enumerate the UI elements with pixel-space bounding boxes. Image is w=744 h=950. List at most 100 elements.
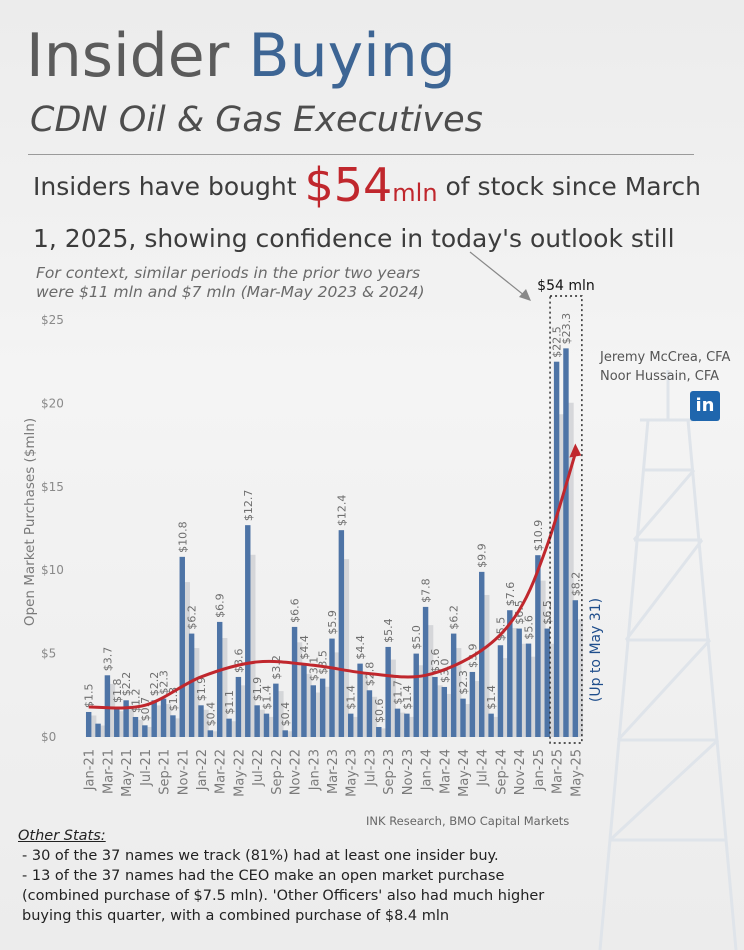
x-tick-label: Mar-25 [551,749,566,794]
data-label: $10.8 [176,521,189,553]
author-2: Noor Hussain, CFA [600,369,720,384]
bar [329,638,335,737]
x-tick-label: Jan-25 [532,749,547,791]
bar [563,348,569,737]
bar [301,663,307,737]
bar-shadow [390,659,396,737]
bar [404,713,410,737]
x-tick-label: Mar-21 [101,749,116,794]
bar-shadow [128,705,134,737]
x-tick-label: Sep-23 [382,749,397,795]
data-label: $3.1 [307,657,320,682]
bar-shadow [530,656,537,737]
bar [553,361,560,737]
bar [273,683,279,737]
bar-shadow [446,693,453,737]
bar-shadow [212,731,219,737]
data-label: $1.4 [345,685,358,710]
source-note: INK Research, BMO Capital Markets [366,814,570,828]
bar [188,633,195,737]
data-label: $1.5 [83,683,96,708]
x-tick-label: Jan-21 [83,749,98,791]
data-label: $5.0 [410,625,423,650]
bar-shadow [353,716,359,737]
bar-shadow [296,642,303,737]
bar-shadow [250,554,256,737]
bar-shadow [493,716,499,737]
bar [226,718,232,737]
x-tick-label: May-24 [457,749,472,797]
bar [235,676,242,737]
bar [357,663,363,737]
bar-shadow [512,627,518,737]
bar [497,645,504,737]
page-title: Insider Buying [26,20,456,92]
bar [460,698,466,737]
x-tick-label: Jul-23 [363,749,378,787]
bar [479,571,485,737]
bar-shadow [324,686,331,737]
bar [310,685,316,737]
bar [245,525,251,737]
bar-shadow [259,709,265,737]
data-label: $6.9 [214,593,227,618]
bar [525,643,532,737]
data-label: $12.4 [335,495,348,527]
x-tick-label: Jul-22 [251,749,266,787]
linkedin-icon[interactable]: in [690,391,720,421]
bar-shadow [231,721,237,737]
bar-shadow [455,648,462,737]
highlight-frame [549,295,583,744]
data-label: $22.5 [551,326,564,358]
bar-shadow [418,665,424,737]
bar [450,633,457,737]
bar [104,675,111,737]
bar [123,700,129,737]
data-label: $7.8 [420,578,433,603]
y-tick-label: $20 [41,396,64,410]
bar [366,690,373,737]
trend-arrowhead [569,443,582,458]
data-label: $4.4 [298,635,311,660]
bar [516,628,522,737]
data-label: $6.6 [289,598,302,623]
x-tick-label: May-22 [232,749,247,797]
bar [376,726,382,737]
data-label: $8.2 [569,572,582,597]
bar [95,723,101,737]
y-tick-label: $10 [41,563,64,577]
bar [254,705,260,737]
bar-shadow [465,704,471,737]
data-label: $2.3 [457,670,470,695]
x-tick-label: Mar-23 [326,749,341,794]
page-subtitle: CDN Oil & Gas Executives [30,100,483,140]
bar [385,646,391,737]
data-label: $6.2 [186,605,199,630]
y-tick-label: $15 [41,480,64,494]
bar-shadow [287,731,293,737]
bar-shadow [362,673,368,737]
bar-shadow [549,643,555,737]
bar [413,653,419,737]
bar-shadow [193,648,200,737]
bar-shadow [119,711,125,737]
other-stats-item-1: - 30 of the 37 names we track (81%) had … [22,848,499,864]
x-tick-label: Jan-24 [420,749,435,791]
bar [488,713,494,737]
bar [394,708,401,737]
data-label: $5.4 [382,618,395,643]
x-tick-label: Sep-21 [158,749,173,795]
data-label: $1.4 [485,685,498,710]
data-label: $3.2 [270,655,283,680]
data-label: $3.6 [429,648,442,673]
bar [469,671,476,737]
title-divider [28,154,694,155]
context-note-line1: For context, similar periods in the prio… [36,264,421,282]
bar-shadow [315,692,321,737]
headline-amount-value: $54 [304,158,393,212]
x-axis-labels: Jan-21 Mar-21 May-21 Jul-21 Sep-21 Nov-21 Jan-… [83,749,585,797]
bar [348,713,354,737]
data-label: $0.6 [373,698,386,723]
data-label: $1.4 [260,685,273,710]
